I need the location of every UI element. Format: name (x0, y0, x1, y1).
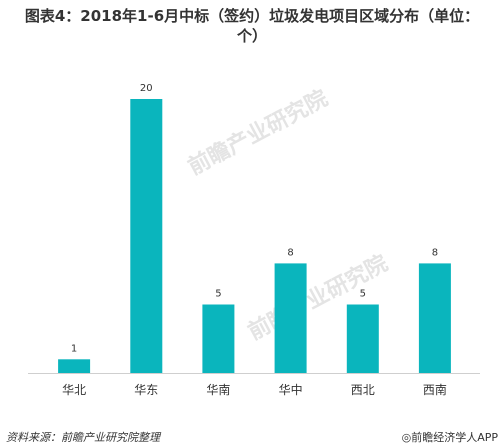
chart-title-line-2: 个） (236, 27, 267, 45)
brand-credit: ◎前瞻经济学人APP (402, 429, 498, 445)
bar-1 (130, 99, 163, 373)
brand-icon: ◎ (401, 431, 412, 444)
data-label-0: 1 (71, 343, 77, 354)
bar-4 (346, 304, 379, 373)
chart-title: 图表4：2018年1-6月中标（签约）垃圾发电项目区域分布（单位： 个） (0, 6, 504, 46)
bar-2 (202, 304, 235, 373)
data-label-4: 5 (360, 289, 366, 300)
category-label-0: 华北 (62, 383, 86, 397)
category-label-4: 西北 (351, 383, 375, 397)
category-label-3: 华中 (279, 382, 303, 397)
bar-5 (418, 263, 451, 373)
data-label-3: 8 (287, 247, 293, 258)
category-label-5: 西南 (423, 382, 447, 397)
data-label-2: 5 (215, 289, 221, 300)
source-note: 资料来源：前瞻产业研究院整理 (6, 431, 160, 444)
category-label-1: 华东 (134, 383, 158, 397)
chart-title-line-1: 图表4：2018年1-6月中标（签约）垃圾发电项目区域分布（单位： (24, 7, 480, 25)
data-label-1: 20 (140, 83, 153, 94)
bar-3 (274, 263, 307, 373)
bar-0 (58, 359, 91, 373)
category-label-2: 华南 (206, 382, 230, 397)
brand-name: 前瞻经济学人APP (411, 431, 498, 444)
data-label-5: 8 (432, 247, 438, 258)
